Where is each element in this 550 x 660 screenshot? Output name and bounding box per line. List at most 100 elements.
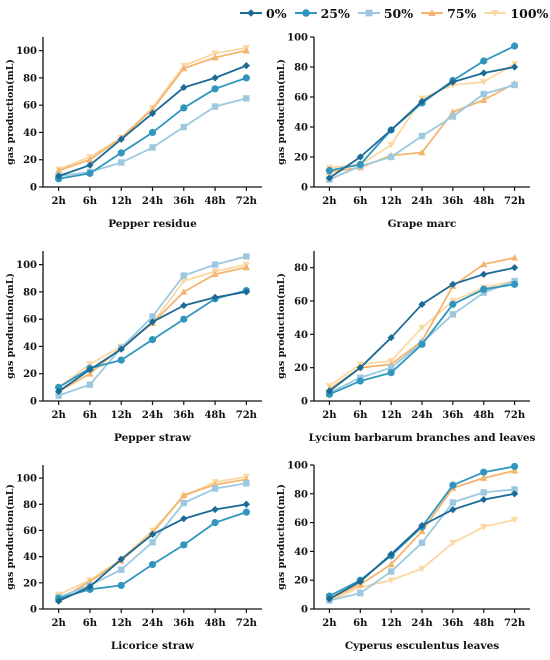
x-tick-label: 2h xyxy=(322,618,337,629)
x-tick-label: 72h xyxy=(504,196,526,207)
y-tick-label: 100 xyxy=(16,474,37,485)
y-tick-label: 80 xyxy=(23,500,37,511)
data-point-75pct xyxy=(510,467,519,474)
x-tick-label: 36h xyxy=(173,196,195,207)
y-tick-label: 20 xyxy=(294,153,308,164)
panel-3: 0 20 40 60 80 2h 6h 12h 24h 36h 48h 72h Lycium barba… xyxy=(276,251,535,444)
y-tick-label: 0 xyxy=(301,183,308,194)
x-axis-title: Pepper residue xyxy=(108,218,197,230)
legend-label-1: 25% xyxy=(320,5,350,21)
legend-item-1: 25% xyxy=(294,5,350,21)
data-point-0pct xyxy=(356,153,364,161)
y-tick-label: 40 xyxy=(294,123,308,134)
data-point-50pct xyxy=(387,364,395,371)
data-point-50pct xyxy=(387,153,395,161)
data-point-0pct xyxy=(180,515,188,523)
y-tick-label: 100 xyxy=(16,46,37,57)
x-tick-label: 24h xyxy=(142,410,164,421)
data-point-0pct xyxy=(117,135,125,143)
data-point-75pct xyxy=(86,156,94,163)
data-point-0pct xyxy=(86,583,94,591)
legend-label-2: 50% xyxy=(383,5,414,21)
data-point-75pct xyxy=(510,254,519,261)
y-tick-label: 40 xyxy=(23,342,37,353)
data-point-100pct xyxy=(480,524,488,531)
data-point-50pct xyxy=(149,144,156,151)
y-axis-title: gas production(mL) xyxy=(276,484,287,590)
x-tick-label: 48h xyxy=(204,196,226,207)
data-point-75pct xyxy=(418,527,426,535)
legend-item-3: 75% xyxy=(421,6,476,21)
y-tick-label: 0 xyxy=(301,605,308,616)
legend-swatch-1 xyxy=(294,9,317,17)
data-point-0pct xyxy=(86,366,94,374)
data-point-25pct xyxy=(86,169,94,177)
x-axis-title: Licorice straw xyxy=(111,640,195,652)
data-point-100pct xyxy=(418,565,426,573)
x-tick-label: 48h xyxy=(204,618,226,629)
data-point-75pct xyxy=(148,105,157,113)
data-point-50pct xyxy=(243,253,250,260)
data-point-0pct xyxy=(242,288,250,296)
x-tick-label: 2h xyxy=(322,410,337,421)
series-line-0pct xyxy=(58,64,247,177)
data-point-0pct xyxy=(480,69,488,77)
y-tick-label: 60 xyxy=(23,101,37,112)
x-tick-label: 48h xyxy=(473,618,495,629)
data-point-100pct xyxy=(510,516,519,524)
data-point-0pct xyxy=(117,555,125,563)
data-point-0pct xyxy=(480,495,488,504)
data-point-25pct xyxy=(356,377,364,385)
x-tick-label: 48h xyxy=(473,196,495,207)
data-point-0pct xyxy=(510,63,519,71)
x-tick-label: 6h xyxy=(353,196,368,207)
data-point-0pct xyxy=(86,161,94,169)
y-tick-label: 100 xyxy=(287,461,308,472)
x-tick-label: 2h xyxy=(52,618,67,629)
y-tick-label: 20 xyxy=(23,369,37,380)
data-point-50pct xyxy=(449,499,457,506)
data-point-0pct xyxy=(325,387,334,395)
data-point-50pct xyxy=(243,95,250,102)
data-point-25pct xyxy=(117,356,125,364)
series-line-0pct xyxy=(328,66,515,179)
y-axis-title: gas production(mL) xyxy=(5,59,16,165)
data-point-75pct xyxy=(242,47,250,54)
x-tick-label: 6h xyxy=(83,410,98,421)
data-point-0pct xyxy=(325,174,334,182)
data-point-25pct xyxy=(148,336,157,344)
data-point-0pct xyxy=(449,280,457,288)
data-point-0pct xyxy=(418,97,426,106)
data-point-50pct xyxy=(118,159,125,166)
data-point-25pct xyxy=(117,581,125,590)
data-point-0pct xyxy=(418,521,426,530)
legend-item-0: 0% xyxy=(240,6,287,21)
legend-label-4: 100% xyxy=(510,5,549,21)
data-point-100pct xyxy=(180,278,188,285)
data-point-0pct xyxy=(387,334,395,342)
data-point-100pct xyxy=(86,361,94,368)
y-tick-label: 60 xyxy=(294,297,308,308)
x-tick-label: 12h xyxy=(381,410,403,421)
x-tick-label: 36h xyxy=(442,196,464,207)
data-point-75pct xyxy=(449,108,457,115)
data-point-0pct xyxy=(180,83,188,92)
data-point-50pct xyxy=(511,81,518,89)
data-point-25pct xyxy=(325,166,334,175)
data-point-50pct xyxy=(243,480,250,487)
data-point-50pct xyxy=(357,589,364,597)
x-tick-label: 36h xyxy=(442,618,464,629)
x-tick-label: 12h xyxy=(381,196,403,207)
y-tick-label: 60 xyxy=(23,315,37,326)
x-tick-label: 2h xyxy=(52,196,67,207)
panel-1: 0 20 40 60 80 100 2h 6h 12h 24h 36h 48h 72h Grape mar… xyxy=(276,33,530,230)
data-point-0pct xyxy=(387,126,395,134)
data-point-75pct xyxy=(480,474,488,481)
y-tick-label: 60 xyxy=(294,518,308,529)
x-axis-title: Lycium barbarum branches and leaves xyxy=(309,432,536,444)
data-point-25pct xyxy=(449,300,457,308)
data-point-0pct xyxy=(211,293,219,301)
legend-marker-0 xyxy=(247,9,255,17)
y-tick-label: 0 xyxy=(301,397,308,408)
